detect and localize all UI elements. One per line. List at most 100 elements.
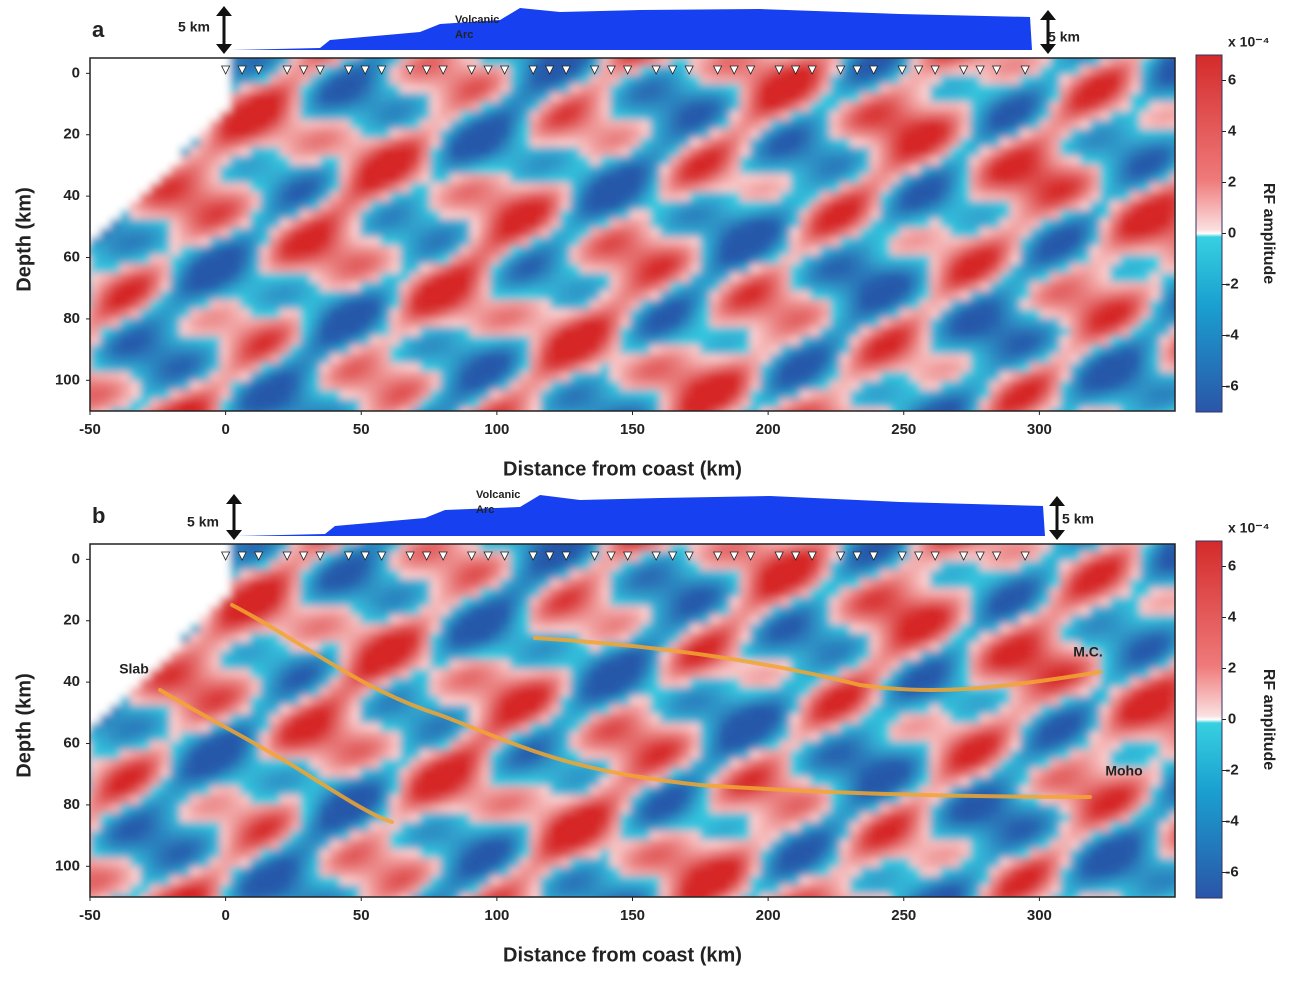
- rf-cell: [1180, 210, 1191, 220]
- x-tick-label: 200: [756, 421, 781, 438]
- rf-cell: [280, 102, 291, 112]
- rf-cell: [250, 84, 261, 94]
- rf-cell: [740, 120, 751, 130]
- rf-cell: [680, 129, 691, 139]
- rf-cell: [250, 327, 261, 337]
- rf-cell: [980, 309, 991, 319]
- rf-cell: [290, 300, 301, 310]
- rf-cell: [380, 390, 391, 400]
- rf-cell: [250, 111, 261, 121]
- rf-cell: [800, 174, 811, 184]
- rf-cell: [330, 291, 341, 301]
- rf-cell: [720, 264, 731, 274]
- rf-cell: [570, 156, 581, 166]
- rf-cell: [560, 210, 571, 220]
- rf-cell: [110, 903, 121, 913]
- rf-cell: [520, 165, 531, 175]
- rf-cell: [870, 399, 881, 409]
- rf-cell: [370, 399, 381, 409]
- rf-cell: [730, 183, 741, 193]
- rf-cell: [810, 102, 821, 112]
- rf-cell: [1080, 75, 1091, 85]
- rf-cell: [990, 417, 1001, 427]
- rf-cell: [1010, 408, 1021, 411]
- rf-cell: [840, 174, 851, 184]
- rf-cell: [160, 264, 171, 274]
- rf-cell: [800, 102, 811, 112]
- rf-cell: [130, 363, 141, 373]
- rf-cell: [1090, 309, 1101, 319]
- rf-cell: [920, 183, 931, 193]
- rf-cell: [260, 192, 271, 202]
- rf-cell: [850, 129, 861, 139]
- rf-cell: [130, 174, 141, 184]
- rf-cell: [1030, 345, 1041, 355]
- rf-cell: [330, 399, 341, 409]
- rf-cell: [170, 246, 181, 256]
- rf-cell: [540, 264, 551, 274]
- rf-cell: [490, 273, 501, 283]
- rf-cell: [920, 246, 931, 256]
- rf-cell: [760, 93, 771, 103]
- rf-cell: [470, 192, 481, 202]
- rf-cell: [330, 282, 341, 292]
- rf-cell: [380, 327, 391, 337]
- rf-cell: [1010, 111, 1021, 121]
- rf-cell: [360, 345, 371, 355]
- rf-cell: [960, 408, 971, 411]
- rf-cell: [750, 111, 761, 121]
- rf-cell: [830, 345, 841, 355]
- rf-cell: [130, 58, 141, 67]
- rf-cell: [640, 138, 651, 148]
- rf-cell: [340, 336, 351, 346]
- rf-cell: [460, 237, 471, 247]
- rf-cell: [110, 372, 121, 382]
- rf-cell: [1120, 255, 1131, 265]
- rf-cell: [1000, 183, 1011, 193]
- rf-cell: [110, 84, 121, 94]
- rf-cell: [850, 102, 861, 112]
- rf-cell: [790, 84, 801, 94]
- rf-cell: [1110, 282, 1121, 292]
- rf-cell: [260, 345, 271, 355]
- rf-cell: [270, 327, 281, 337]
- rf-cell: [960, 147, 971, 157]
- rf-cell: [370, 246, 381, 256]
- rf-cell: [1060, 120, 1071, 130]
- rf-cell: [590, 336, 601, 346]
- rf-cell: [170, 156, 181, 166]
- rf-cell: [1150, 75, 1161, 85]
- rf-cell: [1170, 219, 1175, 229]
- rf-cell: [480, 93, 491, 103]
- rf-cell: [110, 615, 121, 625]
- rf-cell: [340, 417, 351, 427]
- rf-cell: [210, 147, 221, 157]
- rf-cell: [810, 237, 821, 247]
- rf-cell: [700, 93, 711, 103]
- rf-cell: [1170, 174, 1175, 184]
- rf-cell: [1170, 147, 1175, 157]
- rf-cell: [1060, 282, 1071, 292]
- rf-cell: [400, 408, 411, 411]
- rf-cell: [690, 165, 701, 175]
- rf-cell: [510, 102, 521, 112]
- rf-cell: [680, 93, 691, 103]
- rf-cell: [1020, 183, 1031, 193]
- rf-cell: [850, 120, 861, 130]
- rf-cell: [350, 165, 361, 175]
- rf-cell: [300, 174, 311, 184]
- rf-cell: [750, 138, 761, 148]
- rf-cell: [620, 228, 631, 238]
- rf-cell: [980, 255, 991, 265]
- rf-cell: [540, 291, 551, 301]
- rf-cell: [120, 750, 131, 760]
- rf-cell: [1130, 66, 1141, 76]
- rf-cell: [1120, 282, 1131, 292]
- rf-cell: [100, 678, 111, 688]
- rf-cell: [1050, 291, 1061, 301]
- rf-cell: [800, 156, 811, 166]
- station: [622, 65, 633, 75]
- rf-cell: [590, 93, 601, 103]
- rf-cell: [310, 300, 321, 310]
- rf-cell: [890, 246, 901, 256]
